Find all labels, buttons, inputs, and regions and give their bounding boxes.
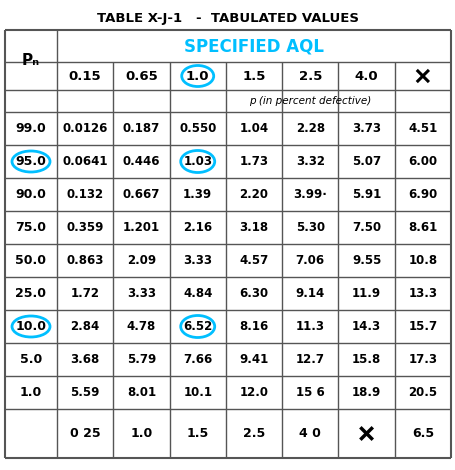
Text: 4.78: 4.78 xyxy=(126,320,156,333)
Text: 6.30: 6.30 xyxy=(239,287,268,300)
Text: 25.0: 25.0 xyxy=(15,287,46,300)
Text: 6.52: 6.52 xyxy=(183,320,212,333)
Text: 2.5: 2.5 xyxy=(298,70,321,83)
Text: 11.9: 11.9 xyxy=(351,287,380,300)
Text: 5.59: 5.59 xyxy=(71,386,100,399)
Text: p (in percent defective): p (in percent defective) xyxy=(248,96,370,106)
Text: 95.0: 95.0 xyxy=(15,155,46,168)
Text: 5.07: 5.07 xyxy=(351,155,380,168)
Text: 11.3: 11.3 xyxy=(295,320,324,333)
Text: 0.187: 0.187 xyxy=(122,122,160,135)
Text: 1.5: 1.5 xyxy=(186,427,208,440)
Text: 5.0: 5.0 xyxy=(20,353,42,366)
Text: 8.01: 8.01 xyxy=(126,386,156,399)
Text: 15.7: 15.7 xyxy=(407,320,436,333)
Text: 0.0126: 0.0126 xyxy=(62,122,107,135)
Text: 3.32: 3.32 xyxy=(295,155,324,168)
Text: 0.132: 0.132 xyxy=(66,188,103,201)
Text: 4.84: 4.84 xyxy=(182,287,212,300)
Text: 1.39: 1.39 xyxy=(183,188,212,201)
Text: 1.0: 1.0 xyxy=(186,70,209,83)
Text: 1.0: 1.0 xyxy=(130,427,152,440)
Text: 0.667: 0.667 xyxy=(122,188,160,201)
Text: 5.30: 5.30 xyxy=(295,221,324,234)
Text: 10.0: 10.0 xyxy=(15,320,46,333)
Text: 1.73: 1.73 xyxy=(239,155,268,168)
Text: 7.06: 7.06 xyxy=(295,254,324,267)
Text: 1.72: 1.72 xyxy=(71,287,100,300)
Text: 0.65: 0.65 xyxy=(125,70,157,83)
Text: 3.99·: 3.99· xyxy=(293,188,327,201)
Text: SPECIFIED AQL: SPECIFIED AQL xyxy=(184,37,324,55)
Text: 90.0: 90.0 xyxy=(15,188,46,201)
Text: 1.04: 1.04 xyxy=(239,122,268,135)
Text: 6.00: 6.00 xyxy=(407,155,436,168)
Text: 9.55: 9.55 xyxy=(351,254,380,267)
Text: TABLE X-J-1   -  TABULATED VALUES: TABLE X-J-1 - TABULATED VALUES xyxy=(97,11,358,24)
Text: 0 25: 0 25 xyxy=(70,427,100,440)
Text: 2.28: 2.28 xyxy=(295,122,324,135)
Text: 1.201: 1.201 xyxy=(122,221,160,234)
Text: 4.57: 4.57 xyxy=(239,254,268,267)
Text: 0.863: 0.863 xyxy=(66,254,104,267)
Text: 7.50: 7.50 xyxy=(351,221,380,234)
Text: 0.359: 0.359 xyxy=(66,221,104,234)
Text: 3.18: 3.18 xyxy=(239,221,268,234)
Text: 10.8: 10.8 xyxy=(407,254,436,267)
Text: 3.73: 3.73 xyxy=(351,122,380,135)
Text: 3.68: 3.68 xyxy=(71,353,100,366)
Text: 8.61: 8.61 xyxy=(407,221,436,234)
Text: 7.66: 7.66 xyxy=(183,353,212,366)
Text: 0.0641: 0.0641 xyxy=(62,155,108,168)
Text: 0.446: 0.446 xyxy=(122,155,160,168)
Text: 6.90: 6.90 xyxy=(407,188,436,201)
Text: 99.0: 99.0 xyxy=(15,122,46,135)
Text: 9.14: 9.14 xyxy=(295,287,324,300)
Text: 4.0: 4.0 xyxy=(354,70,378,83)
Text: 2.5: 2.5 xyxy=(243,427,264,440)
Text: 3.33: 3.33 xyxy=(126,287,156,300)
Text: 13.3: 13.3 xyxy=(408,287,436,300)
Text: 12.7: 12.7 xyxy=(295,353,324,366)
Text: 0.550: 0.550 xyxy=(179,122,216,135)
Text: 2.20: 2.20 xyxy=(239,188,268,201)
Text: 15.8: 15.8 xyxy=(351,353,380,366)
Text: 17.3: 17.3 xyxy=(408,353,436,366)
Text: 9.41: 9.41 xyxy=(239,353,268,366)
Text: 4.51: 4.51 xyxy=(407,122,436,135)
Text: 1.03: 1.03 xyxy=(183,155,212,168)
Text: 50.0: 50.0 xyxy=(15,254,46,267)
Text: 10.1: 10.1 xyxy=(183,386,212,399)
Text: 1.0: 1.0 xyxy=(20,386,42,399)
Text: 2.16: 2.16 xyxy=(183,221,212,234)
Text: 5.91: 5.91 xyxy=(351,188,380,201)
Text: 1.5: 1.5 xyxy=(242,70,265,83)
Text: Pₙ: Pₙ xyxy=(22,53,40,68)
Text: 2.09: 2.09 xyxy=(126,254,156,267)
Text: 18.9: 18.9 xyxy=(351,386,380,399)
Text: 8.16: 8.16 xyxy=(239,320,268,333)
Text: 2.84: 2.84 xyxy=(71,320,100,333)
Text: 14.3: 14.3 xyxy=(351,320,380,333)
Text: 12.0: 12.0 xyxy=(239,386,268,399)
Text: 0.15: 0.15 xyxy=(69,70,101,83)
Text: 15 6: 15 6 xyxy=(295,386,324,399)
Text: 3.33: 3.33 xyxy=(183,254,212,267)
Text: 4 0: 4 0 xyxy=(298,427,320,440)
Text: 5.79: 5.79 xyxy=(126,353,156,366)
Text: 75.0: 75.0 xyxy=(15,221,46,234)
Text: 6.5: 6.5 xyxy=(411,427,433,440)
Text: 20.5: 20.5 xyxy=(407,386,436,399)
